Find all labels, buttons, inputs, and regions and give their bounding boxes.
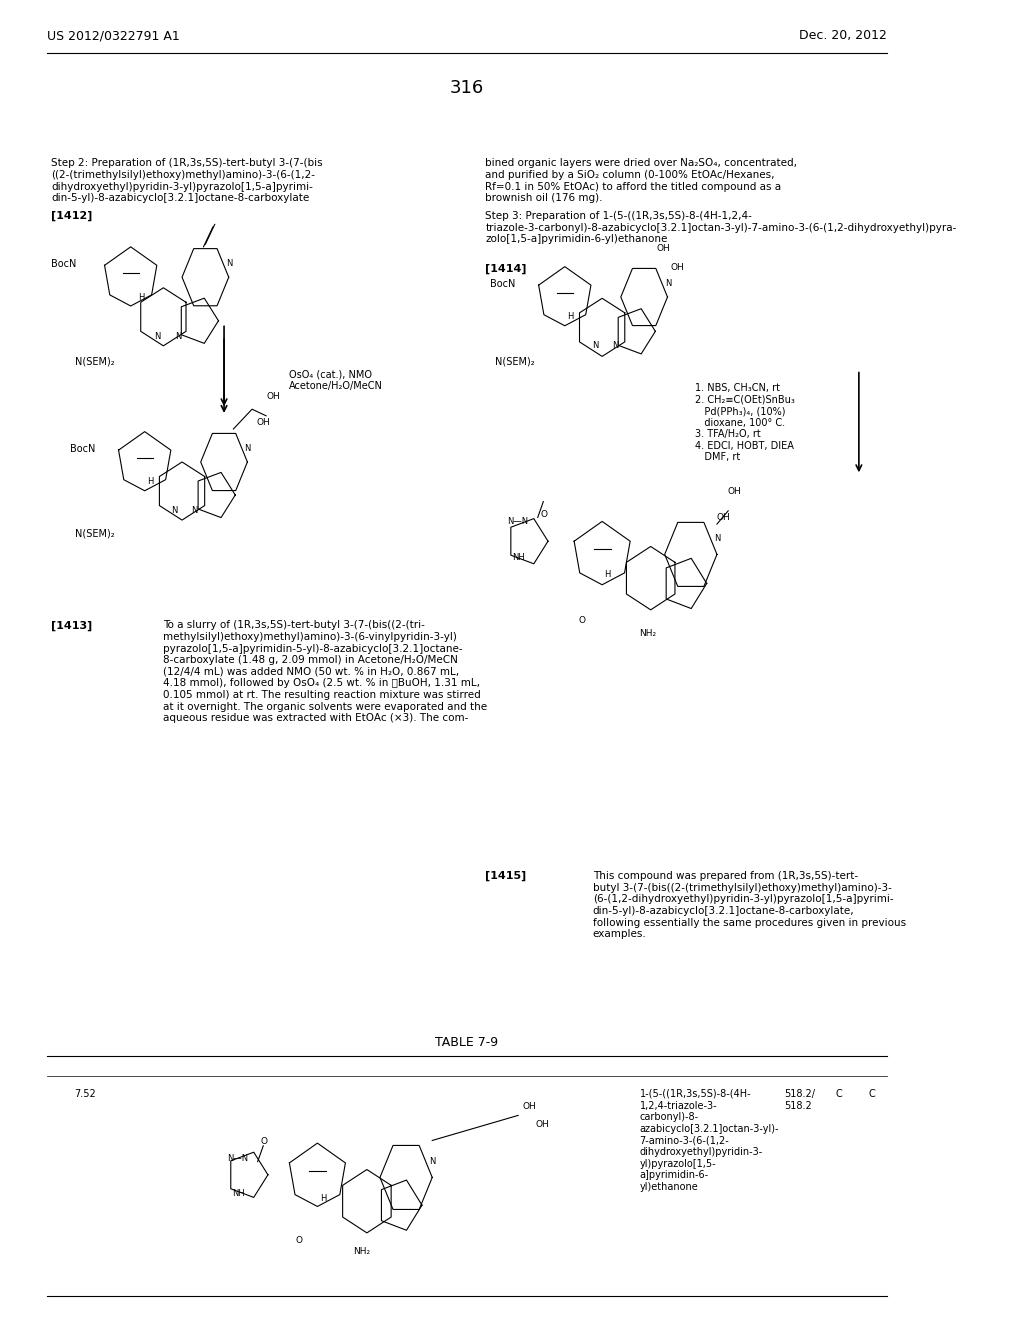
Text: O: O: [260, 1138, 267, 1146]
Text: N(SEM)₂: N(SEM)₂: [75, 528, 115, 539]
Text: H: H: [138, 293, 144, 301]
Text: OH: OH: [536, 1121, 550, 1129]
Text: N: N: [175, 333, 182, 341]
Text: Step 3: Preparation of 1-(5-((1R,3s,5S)-8-(4H-1,2,4-
triazole-3-carbonyl)-8-azab: Step 3: Preparation of 1-(5-((1R,3s,5S)-…: [485, 211, 956, 244]
Text: N: N: [171, 507, 177, 515]
Text: 316: 316: [450, 79, 484, 98]
Text: O: O: [541, 511, 548, 519]
Text: OsO₄ (cat.), NMO
Acetone/H₂O/MeCN: OsO₄ (cat.), NMO Acetone/H₂O/MeCN: [290, 370, 383, 391]
Text: N: N: [226, 260, 232, 268]
Text: N: N: [666, 280, 672, 288]
Text: NH₂: NH₂: [353, 1247, 370, 1255]
Text: [1413]: [1413]: [51, 620, 92, 631]
Text: 1. NBS, CH₃CN, rt
2. CH₂≡C(OEt)SnBu₃
   Pd(PPh₃)₄, (10%)
   dioxane, 100° C.
3. : 1. NBS, CH₃CN, rt 2. CH₂≡C(OEt)SnBu₃ Pd(…: [695, 383, 796, 462]
Text: BocN: BocN: [70, 444, 95, 454]
Text: N: N: [191, 507, 198, 515]
Text: N: N: [592, 342, 598, 350]
Text: OH: OH: [727, 487, 741, 495]
Text: To a slurry of (1R,3s,5S)-tert-butyl 3-(7-(bis((2-(tri-
methylsilyl)ethoxy)methy: To a slurry of (1R,3s,5S)-tert-butyl 3-(…: [164, 620, 487, 723]
Text: N: N: [612, 342, 618, 350]
Text: Step 2: Preparation of (1R,3s,5S)-tert-butyl 3-(7-(bis
((2-(trimethylsilyl)ethox: Step 2: Preparation of (1R,3s,5S)-tert-b…: [51, 158, 323, 203]
Text: N: N: [154, 333, 161, 341]
Text: N(SEM)₂: N(SEM)₂: [495, 356, 535, 367]
Text: OH: OH: [717, 513, 731, 521]
Text: 518.2/
518.2: 518.2/ 518.2: [784, 1089, 815, 1110]
Text: H: H: [604, 570, 610, 578]
Text: Dec. 20, 2012: Dec. 20, 2012: [799, 29, 887, 42]
Text: N—N: N—N: [507, 517, 528, 525]
Text: [1414]: [1414]: [485, 264, 527, 275]
Text: NH: NH: [513, 553, 525, 561]
Text: OH: OH: [523, 1102, 537, 1110]
Text: This compound was prepared from (1R,3s,5S)-tert-
butyl 3-(7-(bis((2-(trimethylsi: This compound was prepared from (1R,3s,5…: [593, 871, 906, 940]
Text: OH: OH: [656, 244, 670, 252]
Text: N: N: [714, 535, 721, 543]
Text: bined organic layers were dried over Na₂SO₄, concentrated,
and purified by a SiO: bined organic layers were dried over Na₂…: [485, 158, 798, 203]
Text: N: N: [429, 1158, 436, 1166]
Text: OH: OH: [257, 418, 270, 426]
Text: BocN: BocN: [490, 279, 515, 289]
Text: C: C: [868, 1089, 874, 1100]
Text: TABLE 7-9: TABLE 7-9: [435, 1036, 499, 1049]
Text: OH: OH: [671, 264, 684, 272]
Text: O: O: [295, 1237, 302, 1245]
Text: O: O: [579, 616, 586, 624]
Text: N: N: [245, 445, 251, 453]
Text: 7.52: 7.52: [75, 1089, 96, 1100]
Text: 1-(5-((1R,3s,5S)-8-(4H-
1,2,4-triazole-3-
carbonyl)-8-
azabicyclo[3.2.1]octan-3-: 1-(5-((1R,3s,5S)-8-(4H- 1,2,4-triazole-3…: [639, 1089, 779, 1192]
Text: C: C: [836, 1089, 843, 1100]
Text: H: H: [321, 1195, 327, 1203]
Text: US 2012/0322791 A1: US 2012/0322791 A1: [47, 29, 179, 42]
Text: [1415]: [1415]: [485, 871, 526, 882]
Text: N(SEM)₂: N(SEM)₂: [75, 356, 115, 367]
Text: H: H: [567, 313, 574, 321]
Text: NH₂: NH₂: [639, 630, 656, 638]
Text: [1412]: [1412]: [51, 211, 93, 222]
Text: N—N: N—N: [227, 1155, 248, 1163]
Text: H: H: [147, 478, 154, 486]
Text: NH: NH: [232, 1189, 245, 1197]
Text: OH: OH: [266, 392, 280, 400]
Text: BocN: BocN: [51, 259, 77, 269]
